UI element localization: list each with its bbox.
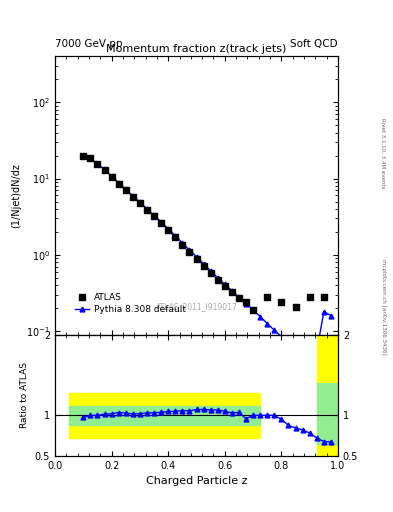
Text: 7000 GeV pp: 7000 GeV pp xyxy=(55,38,123,49)
ATLAS xyxy=(215,276,221,284)
ATLAS xyxy=(151,212,157,221)
ATLAS xyxy=(108,173,115,181)
ATLAS xyxy=(165,226,171,234)
Pythia 8.308 default xyxy=(251,307,255,313)
Pythia 8.308 default xyxy=(180,240,185,246)
Text: mcplots.cern.ch [arXiv:1306.3436]: mcplots.cern.ch [arXiv:1306.3436] xyxy=(381,260,386,355)
Pythia 8.308 default xyxy=(166,226,171,232)
Pythia 8.308 default xyxy=(95,161,100,167)
ATLAS xyxy=(144,206,150,214)
Pythia 8.308 default xyxy=(152,212,156,219)
Pythia 8.308 default xyxy=(244,301,248,307)
Pythia 8.308 default xyxy=(300,345,305,351)
Pythia 8.308 default xyxy=(314,348,319,354)
X-axis label: Charged Particle z: Charged Particle z xyxy=(146,476,247,486)
Legend: ATLAS, Pythia 8.308 default: ATLAS, Pythia 8.308 default xyxy=(73,291,187,316)
Pythia 8.308 default xyxy=(159,219,163,225)
ATLAS xyxy=(250,306,256,314)
Text: Soft QCD: Soft QCD xyxy=(290,38,338,49)
Title: Momentum fraction z(track jets): Momentum fraction z(track jets) xyxy=(107,44,286,54)
ATLAS xyxy=(307,293,313,301)
ATLAS xyxy=(130,193,136,201)
ATLAS xyxy=(278,298,285,306)
Pythia 8.308 default xyxy=(123,186,128,193)
Pythia 8.308 default xyxy=(237,294,241,300)
ATLAS xyxy=(158,219,164,227)
Pythia 8.308 default xyxy=(215,275,220,281)
Pythia 8.308 default xyxy=(208,268,213,274)
Pythia 8.308 default xyxy=(187,247,192,253)
Pythia 8.308 default xyxy=(230,288,234,294)
ATLAS xyxy=(222,282,228,290)
Pythia 8.308 default xyxy=(201,261,206,267)
ATLAS xyxy=(186,248,193,256)
ATLAS xyxy=(80,152,86,160)
Pythia 8.308 default xyxy=(116,180,121,186)
Text: ATLAS_2011_I919017: ATLAS_2011_I919017 xyxy=(156,302,237,311)
Y-axis label: (1/Njet)dN/dz: (1/Njet)dN/dz xyxy=(11,163,21,228)
Pythia 8.308 default xyxy=(173,232,178,239)
Pythia 8.308 default xyxy=(329,312,333,318)
ATLAS xyxy=(208,269,214,277)
ATLAS xyxy=(123,186,129,195)
Pythia 8.308 default xyxy=(265,321,270,327)
ATLAS xyxy=(292,303,299,311)
Pythia 8.308 default xyxy=(194,253,199,260)
Line: Pythia 8.308 default: Pythia 8.308 default xyxy=(81,154,333,353)
ATLAS xyxy=(193,255,200,263)
ATLAS xyxy=(243,298,249,306)
ATLAS xyxy=(321,293,327,301)
Pythia 8.308 default xyxy=(307,345,312,351)
ATLAS xyxy=(179,241,185,249)
Text: Rivet 3.1.10, 3.4M events: Rivet 3.1.10, 3.4M events xyxy=(381,118,386,189)
Y-axis label: Ratio to ATLAS: Ratio to ATLAS xyxy=(20,362,29,428)
Pythia 8.308 default xyxy=(321,309,326,315)
Pythia 8.308 default xyxy=(88,155,93,161)
ATLAS xyxy=(172,233,178,241)
Pythia 8.308 default xyxy=(222,281,227,287)
ATLAS xyxy=(137,199,143,207)
ATLAS xyxy=(236,294,242,303)
Pythia 8.308 default xyxy=(272,327,277,333)
Pythia 8.308 default xyxy=(279,333,284,339)
Pythia 8.308 default xyxy=(293,343,298,349)
ATLAS xyxy=(264,293,270,301)
Pythia 8.308 default xyxy=(138,199,142,205)
Pythia 8.308 default xyxy=(102,166,107,173)
ATLAS xyxy=(200,262,207,270)
Pythia 8.308 default xyxy=(258,313,263,319)
Pythia 8.308 default xyxy=(81,154,86,160)
ATLAS xyxy=(94,160,101,168)
Pythia 8.308 default xyxy=(130,193,135,199)
ATLAS xyxy=(229,288,235,296)
ATLAS xyxy=(101,166,108,174)
ATLAS xyxy=(87,154,94,162)
Pythia 8.308 default xyxy=(145,206,149,212)
ATLAS xyxy=(116,180,122,188)
Pythia 8.308 default xyxy=(286,339,291,345)
Pythia 8.308 default xyxy=(109,173,114,179)
